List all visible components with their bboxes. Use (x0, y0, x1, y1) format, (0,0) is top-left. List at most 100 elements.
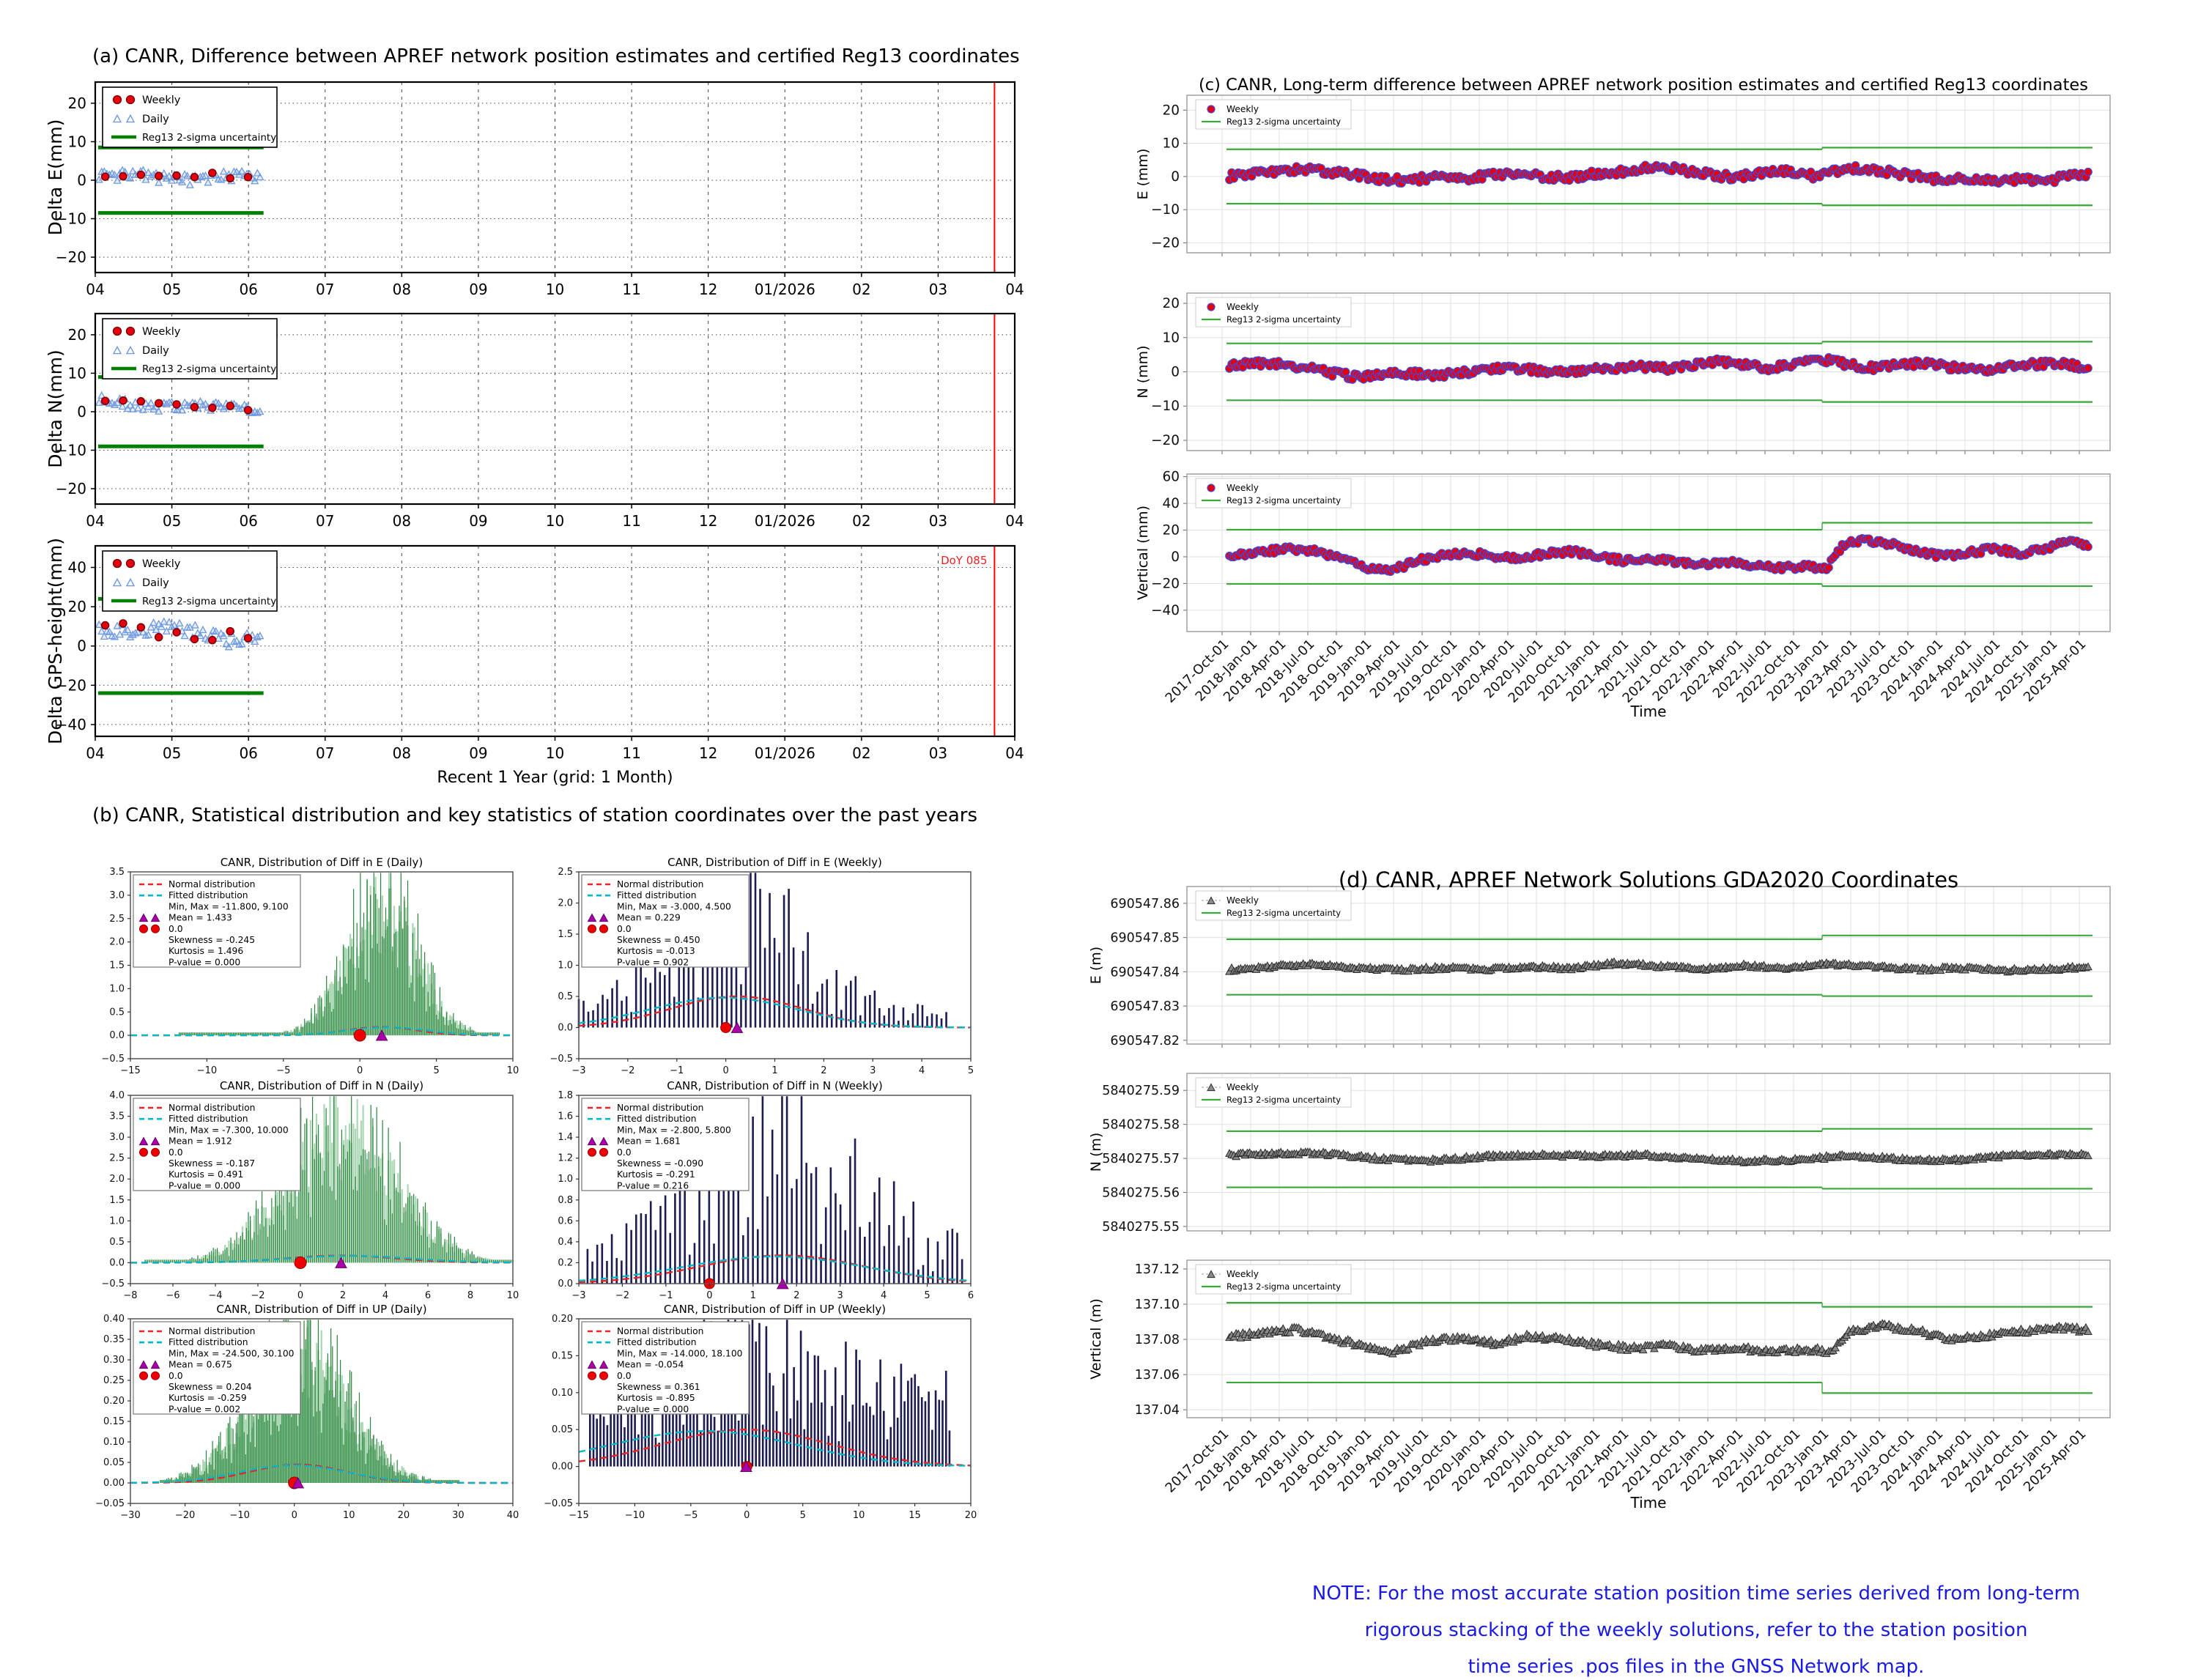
hist-bar (169, 1479, 171, 1483)
hist-bar (250, 1442, 251, 1483)
hist-bar (310, 1217, 311, 1263)
hist-bar (371, 1438, 373, 1483)
plot-frame (578, 1318, 972, 1504)
y-tick-label: 0.20 (552, 1314, 573, 1325)
hist-bar (742, 1235, 744, 1284)
stat-kurtosis: Kurtosis = -0.259 (169, 1393, 247, 1403)
hist-bar (182, 1473, 183, 1483)
hist-bar (495, 1259, 496, 1263)
y-tick-label: 0.10 (552, 1388, 573, 1399)
legend-weekly-icon (1207, 105, 1215, 114)
daily-point (177, 406, 187, 414)
hist-bar (321, 1432, 322, 1483)
hist-bar (433, 1480, 434, 1483)
legend-box (581, 1321, 750, 1415)
stat-kurtosis: Kurtosis = -0.895 (617, 1393, 695, 1403)
hist-bar (168, 1478, 169, 1483)
hist-bar (623, 1426, 626, 1467)
hist-bar (300, 1026, 302, 1036)
hist-bar (254, 1367, 256, 1483)
daily-point (234, 640, 244, 648)
hist-bar (491, 1259, 492, 1263)
hist-bar (956, 1232, 958, 1284)
y-tick-label: −20 (1151, 433, 1180, 448)
legend-label: Reg13 2-sigma uncertainty (142, 596, 276, 607)
hist-bar (382, 1120, 383, 1263)
plot-frame (1186, 1073, 2111, 1232)
hist-bar (238, 1244, 240, 1263)
hist-bar (309, 1120, 312, 1263)
hist-bar (434, 1480, 436, 1483)
hist-bar (300, 1107, 302, 1263)
hist-bar (737, 1420, 740, 1467)
y-tick-label: 137.06 (1135, 1368, 1180, 1383)
hist-bar (382, 1444, 384, 1483)
hist-bar (689, 1363, 692, 1467)
hist-bar (229, 1416, 231, 1483)
hist-bar (414, 1001, 415, 1036)
hist-bar (606, 1425, 609, 1467)
hist-bar (424, 952, 426, 1036)
weekly-point (208, 169, 217, 177)
hist-bar (934, 1390, 937, 1467)
legend-label: Reg13 2-sigma uncertainty (142, 132, 276, 144)
x-tick-label: 30 (452, 1510, 465, 1521)
hist-bar (438, 1226, 440, 1263)
x-tick-label: −2 (615, 1290, 629, 1301)
x-tick-label: 0 (706, 1290, 712, 1301)
x-tick-label: 2 (793, 1290, 799, 1301)
x-tick-label: −2 (621, 1065, 634, 1076)
hist-bar (317, 1125, 319, 1263)
hist-bar (922, 1265, 925, 1284)
hist-bar (592, 1368, 595, 1467)
hist-bar (698, 1183, 700, 1284)
hist-bar (234, 1240, 236, 1263)
hist-bar (931, 1429, 933, 1467)
daily-point (126, 174, 135, 182)
y-tick-label: 0 (77, 171, 86, 189)
hist-bar (697, 997, 700, 1028)
weekly-series (100, 619, 253, 645)
x-tick-label: 05 (163, 281, 181, 298)
weekly-point (136, 170, 146, 180)
hist-bar (413, 927, 415, 1036)
hist-bar (320, 1330, 322, 1483)
hist-bar (319, 995, 321, 1036)
weekly-point (154, 632, 163, 642)
weekly-point (226, 626, 234, 636)
hist-bar (903, 1401, 906, 1467)
hist-bar (292, 1398, 294, 1483)
stat-zero: 0.0 (169, 924, 183, 934)
hist-bar (883, 1015, 886, 1028)
hist-bar (297, 1350, 299, 1483)
hist-bar (665, 1379, 667, 1467)
y-tick-label: 0.5 (109, 1237, 125, 1248)
hist-bar (203, 1258, 204, 1263)
hist-bar (235, 1424, 237, 1483)
x-axis-label: Time (1630, 703, 1667, 720)
stat-skewness: Skewness = 0.204 (169, 1382, 252, 1392)
hist-bar (486, 1032, 488, 1036)
hist-bar (317, 1320, 319, 1483)
daily-point (180, 631, 189, 640)
hist-bar (845, 1342, 847, 1467)
hist-bar (270, 1032, 272, 1036)
hist-bar (659, 1205, 662, 1284)
y-tick-label: 5840275.57 (1102, 1152, 1180, 1166)
x-tick-label: 04 (1005, 512, 1024, 530)
hist-bar (829, 1167, 832, 1284)
hist-bar (406, 1476, 407, 1483)
y-tick-label: −0.05 (95, 1498, 125, 1509)
hist-bar (414, 1473, 415, 1483)
panel-d-subplot-0: 690547.86 690547.85 690547.84 690547.83 6905… (1088, 886, 2111, 1048)
hist-bar (334, 970, 336, 1036)
hist-bar (658, 1443, 660, 1467)
hist-bar (273, 1224, 275, 1263)
hist-bar (920, 1397, 923, 1467)
hist-bar (325, 1108, 327, 1263)
hist-bar (611, 988, 613, 1028)
y-axis-label: Delta N(mm) (45, 349, 66, 468)
hist-bar (683, 926, 685, 1028)
daily-point (105, 627, 114, 635)
hist-bar (243, 1032, 245, 1036)
